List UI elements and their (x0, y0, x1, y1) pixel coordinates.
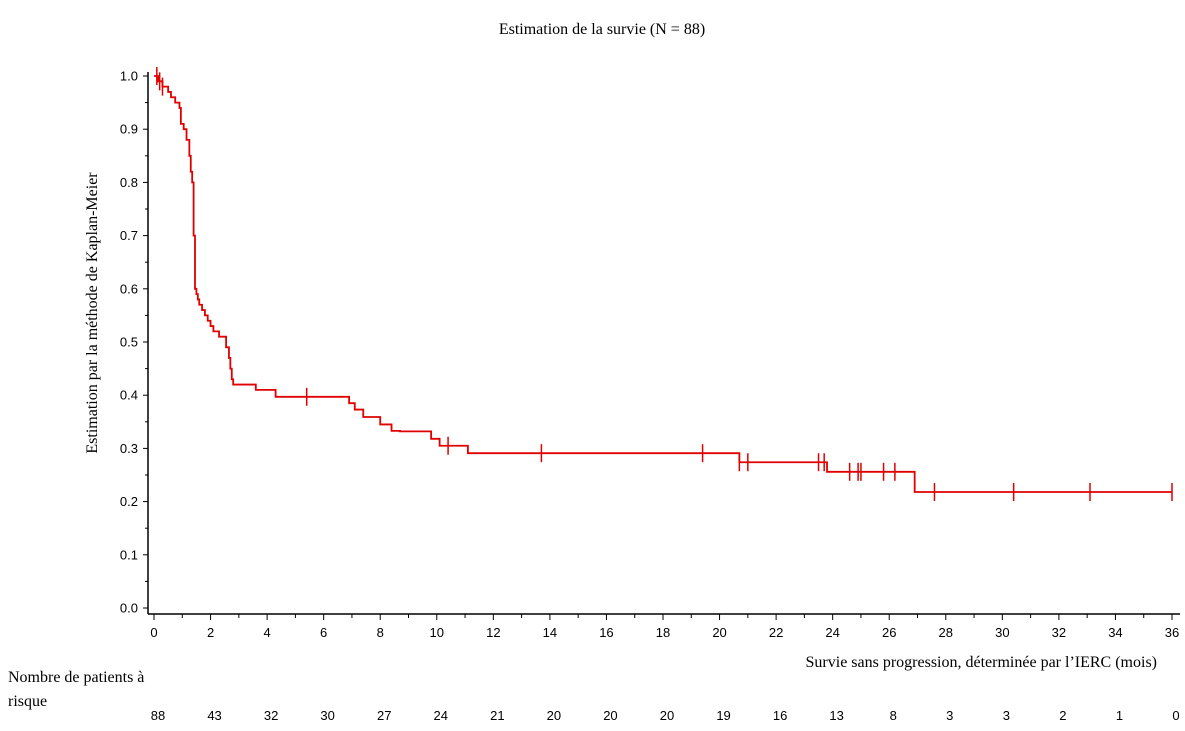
risk-number: 20 (603, 708, 617, 723)
risk-number: 3 (1003, 708, 1010, 723)
risk-number: 3 (946, 708, 953, 723)
risk-number: 43 (207, 708, 221, 723)
risk-number: 20 (660, 708, 674, 723)
risk-number: 16 (773, 708, 787, 723)
x-tick-label: 4 (263, 625, 270, 640)
y-tick-label: 0.2 (120, 494, 138, 509)
risk-label-line1: Nombre de patients à (8, 669, 144, 686)
x-tick-label: 14 (543, 625, 557, 640)
x-tick-label: 8 (377, 625, 384, 640)
y-tick-label: 0.9 (120, 122, 138, 137)
risk-table-numbers: 88 43 32 30 27 24 21 20 20 20 19 16 13 8 3 3 2 1 0 (151, 708, 1180, 723)
x-tick-label: 12 (486, 625, 500, 640)
risk-label-line2: risque (8, 693, 47, 710)
x-tick-label: 10 (430, 625, 444, 640)
y-tick-label: 0.3 (120, 441, 138, 456)
y-tick-label: 0.7 (120, 228, 138, 243)
x-ticks: 0 2 4 6 8 10 12 14 16 18 20 22 24 26 28 30 32 34 36 (150, 614, 1179, 640)
risk-number: 0 (1172, 708, 1179, 723)
km-survival-curve (154, 75, 1172, 493)
risk-number: 13 (829, 708, 843, 723)
y-axis-label: Estimation par la méthode de Kaplan-Meie… (84, 172, 101, 454)
y-tick-label: 0.1 (120, 547, 138, 562)
x-tick-label: 24 (825, 625, 839, 640)
x-axis-label: Survie sans progression, déterminée par … (806, 654, 1157, 671)
censor-marks (156, 67, 1173, 502)
x-tick-label: 34 (1108, 625, 1122, 640)
y-tick-label: 1.0 (120, 69, 138, 84)
x-tick-label: 22 (769, 625, 783, 640)
y-tick-label: 0.6 (120, 281, 138, 296)
y-tick-label: 0.8 (120, 175, 138, 190)
x-tick-label: 2 (207, 625, 214, 640)
risk-number: 30 (320, 708, 334, 723)
x-tick-label: 0 (150, 625, 157, 640)
x-tick-label: 16 (599, 625, 613, 640)
x-tick-label: 26 (882, 625, 896, 640)
risk-table-label: Nombre de patients à risque (8, 669, 148, 710)
x-tick-label: 36 (1165, 625, 1179, 640)
x-tick-label: 18 (656, 625, 670, 640)
risk-number: 32 (264, 708, 278, 723)
y-tick-label: 0.4 (120, 388, 138, 403)
risk-number: 88 (151, 708, 165, 723)
x-tick-label: 30 (995, 625, 1009, 640)
x-tick-label: 6 (320, 625, 327, 640)
risk-number: 21 (490, 708, 504, 723)
x-tick-label: 32 (1052, 625, 1066, 640)
x-tick-label: 28 (939, 625, 953, 640)
risk-number: 1 (1116, 708, 1123, 723)
risk-number: 2 (1059, 708, 1066, 723)
risk-number: 19 (716, 708, 730, 723)
chart-title: Estimation de la survie (N = 88) (499, 21, 705, 38)
x-tick-label: 20 (712, 625, 726, 640)
risk-number: 24 (434, 708, 448, 723)
risk-number: 27 (377, 708, 391, 723)
risk-number: 8 (890, 708, 897, 723)
y-tick-label: 0.5 (120, 335, 138, 350)
y-tick-label: 0.0 (120, 601, 138, 616)
y-ticks: 0.0 0.1 0.2 0.3 0.4 0.5 0.6 0.7 0.8 0.9 1.0 (120, 69, 148, 616)
risk-number: 20 (547, 708, 561, 723)
